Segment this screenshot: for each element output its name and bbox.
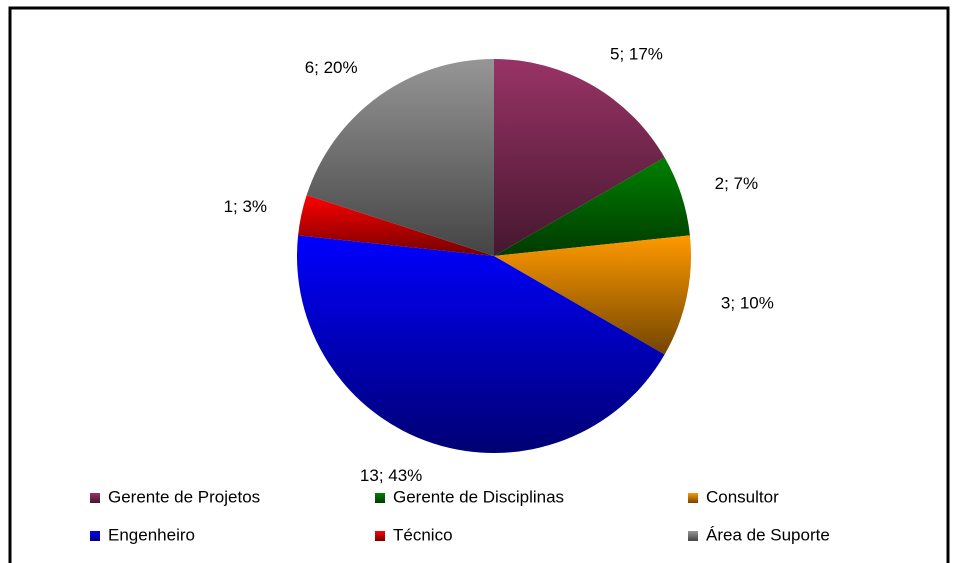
legend-swatch	[688, 493, 698, 503]
pie-slice	[494, 59, 665, 256]
pie-slice	[494, 157, 690, 256]
legend-label: Consultor	[706, 487, 779, 506]
data-label: 1; 3%	[224, 197, 267, 216]
legend-swatch	[90, 493, 100, 503]
pie-slice	[494, 235, 691, 355]
legend-label: Técnico	[393, 525, 453, 544]
legend-swatch	[375, 531, 385, 541]
legend-label: Área de Suporte	[706, 525, 830, 544]
pie-slice	[306, 59, 494, 256]
legend-swatch	[90, 531, 100, 541]
data-label: 13; 43%	[360, 466, 422, 485]
data-label: 3; 10%	[721, 294, 774, 313]
pie-slice	[298, 195, 494, 256]
data-label: 5; 17%	[610, 45, 663, 64]
legend-swatch	[688, 531, 698, 541]
legend-swatch	[375, 493, 385, 503]
data-label: 6; 20%	[305, 58, 358, 77]
legend-label: Gerente de Projetos	[108, 487, 260, 506]
legend-label: Engenheiro	[108, 525, 195, 544]
data-label: 2; 7%	[715, 174, 758, 193]
pie-slice	[297, 235, 665, 453]
legend-label: Gerente de Disciplinas	[393, 487, 564, 506]
